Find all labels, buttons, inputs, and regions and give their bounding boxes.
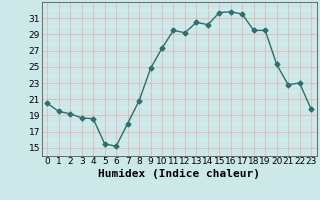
X-axis label: Humidex (Indice chaleur): Humidex (Indice chaleur) — [98, 169, 260, 179]
